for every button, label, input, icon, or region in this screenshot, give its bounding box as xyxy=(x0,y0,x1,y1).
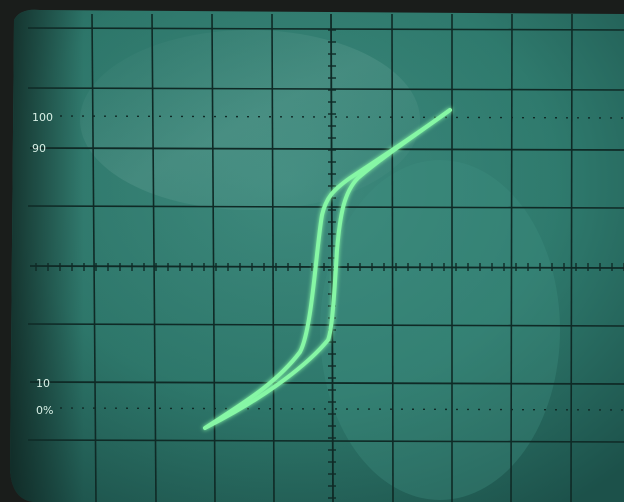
trace-descending-branch xyxy=(203,108,452,430)
grid-line xyxy=(510,13,513,502)
label-100: 100 xyxy=(32,111,53,124)
axis-10-line xyxy=(29,381,624,385)
grid-line xyxy=(391,13,394,502)
trace-hysteresis-loop xyxy=(203,108,452,430)
grid-line xyxy=(91,13,97,502)
grid-line xyxy=(27,27,624,31)
grid-line xyxy=(27,87,624,91)
grid-line xyxy=(27,323,624,327)
grid-line xyxy=(271,13,275,502)
grid-line xyxy=(27,439,624,443)
screen-reflection xyxy=(320,160,560,500)
graticule-labels: 100 90 10 0% xyxy=(32,111,53,417)
screen-glare xyxy=(80,30,420,210)
label-90: 90 xyxy=(32,142,46,155)
grid-line xyxy=(570,13,573,502)
axis-minor-ticks xyxy=(35,29,624,499)
label-10: 10 xyxy=(36,377,50,390)
graticule-grid xyxy=(27,13,624,502)
axis-90-line xyxy=(29,147,624,151)
grid-line xyxy=(151,13,157,502)
horizontal-center-axis xyxy=(29,265,624,269)
label-0-percent: 0% xyxy=(36,404,53,417)
